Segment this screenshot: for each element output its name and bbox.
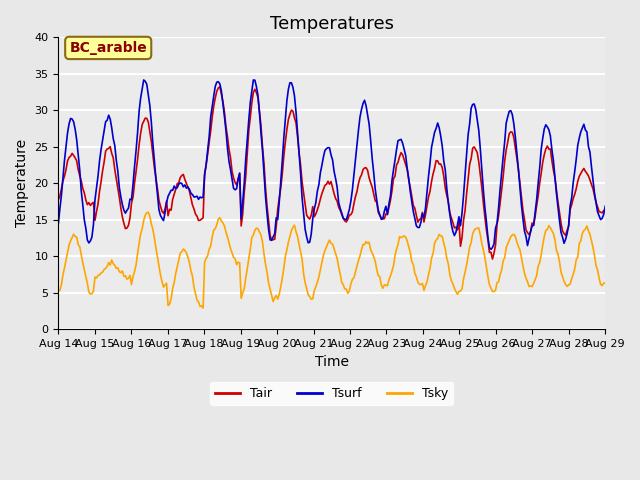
Tair [237,223,245,229]
Tsky [248,235,255,240]
Tsky [54,288,62,294]
Tsurf [487,246,495,252]
Tsurf [218,88,225,94]
Tair [216,84,224,90]
Tair [246,114,254,120]
Tair [602,207,609,213]
Tsurf [245,117,253,123]
Tsky [602,280,609,286]
Tsky [122,273,129,278]
Text: BC_arable: BC_arable [69,41,147,55]
Tsurf [574,142,582,148]
X-axis label: Time: Time [315,355,349,369]
Tsurf [602,204,609,209]
Tair [574,179,582,184]
Tsurf [295,150,303,156]
Tsky [145,209,152,215]
Y-axis label: Temperature: Temperature [15,139,29,228]
Tair [295,150,303,156]
Tair [122,226,129,231]
Line: Tsurf: Tsurf [58,80,605,249]
Tsky [574,254,582,260]
Tsky [221,223,228,229]
Tsurf [236,170,243,176]
Tair [219,98,227,104]
Tsurf [54,220,62,226]
Line: Tair: Tair [58,87,605,259]
Line: Tsky: Tsky [58,212,605,308]
Tsky [239,290,246,296]
Tsky [199,305,207,311]
Legend: Tair, Tsurf, Tsky: Tair, Tsurf, Tsky [211,382,453,405]
Tsurf [250,77,257,83]
Tsurf [122,210,129,216]
Tair [54,197,62,203]
Title: Temperatures: Temperatures [270,15,394,33]
Tsky [297,249,305,254]
Tair [488,256,496,262]
